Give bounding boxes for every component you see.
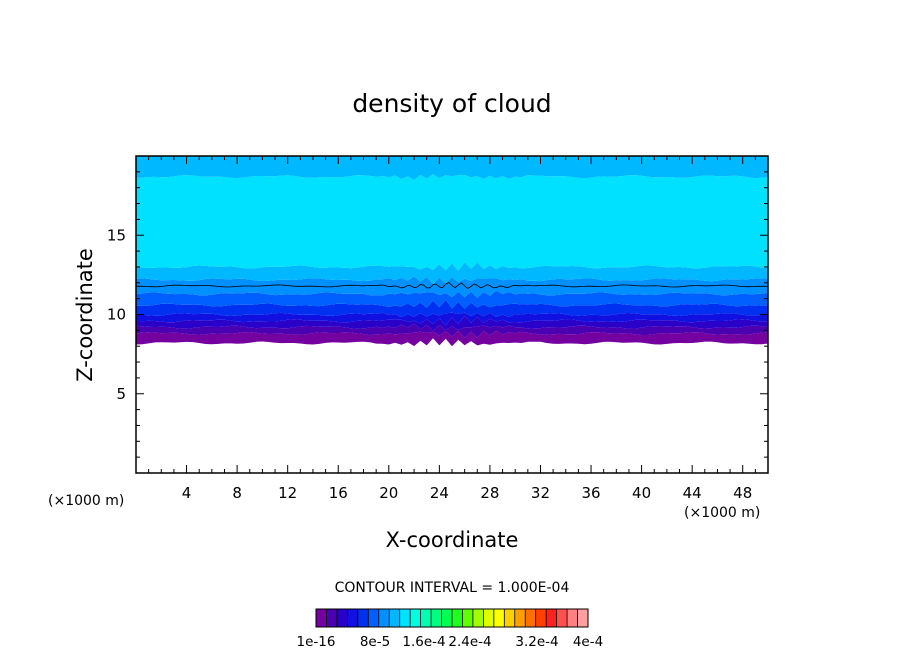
colorbar-swatch [441,609,453,627]
x-tick-label: 32 [531,484,550,502]
x-unit-right: (×1000 m) [684,505,760,521]
colorbar [315,608,589,628]
colorbar-swatch [556,609,568,627]
y-tick-label: 5 [116,385,126,403]
colorbar-frame [315,608,589,628]
contour-band [136,276,768,298]
chart-title: density of cloud [352,89,551,118]
contour-band [136,312,768,326]
colorbar-label: 4e-4 [573,634,603,650]
colorbar-label: 1e-16 [297,634,336,650]
colorbar-swatch [368,609,380,627]
x-tick-label: 44 [683,484,702,502]
colorbar-swatch [452,609,463,627]
colorbar-swatch [399,609,411,627]
colorbar-swatch [316,609,327,627]
x-tick-label: 16 [329,484,348,502]
colorbar-swatch [347,609,359,627]
colorbar-swatch [472,609,484,627]
colorbar-swatch [483,609,495,627]
colorbar-swatch [410,609,421,627]
colorbar-swatch [420,609,432,627]
colorbar-swatch [336,609,348,627]
colorbar-labels: 1e-16 8e-5 1.6e-4 2.4e-4 3.2e-4 4e-4 [297,634,604,650]
contour-band [136,262,768,284]
colorbar-label: 1.6e-4 [402,634,445,650]
colorbar-label: 2.4e-4 [448,634,491,650]
colorbar-swatch [462,609,474,627]
colorbar-label: 8e-5 [360,634,390,650]
colorbar-swatch [326,609,338,627]
contour-band [136,330,768,347]
y-axis-label: Z-coordinate [73,248,97,382]
contour-line [135,282,769,289]
x-tick-label: 36 [581,484,600,502]
x-tick-label: 24 [430,484,449,502]
x-tick-label: 4 [182,484,192,502]
colorbar-swatch [525,609,536,627]
y-tick-label: 10 [107,306,126,324]
x-tick-label: 12 [278,484,297,502]
colorbar-swatch [357,609,369,627]
colorbar-swatch [567,609,578,627]
y-tick-label: 15 [107,226,126,244]
colorbar-swatch [514,609,526,627]
x-tick-label: 8 [232,484,242,502]
contour-band [136,174,768,271]
contour-band [136,315,768,331]
contour-band [136,156,768,180]
x-tick-label: 28 [480,484,499,502]
x-tick-label: 40 [632,484,651,502]
colorbar-swatch [378,609,390,627]
x-unit-left: (×1000 m) [48,493,124,509]
contour-band [136,290,768,309]
colorbar-swatch [493,609,505,627]
colorbar-swatch [546,609,557,627]
colorbar-swatch [535,609,547,627]
colorbar-swatch [577,609,589,627]
x-tick-label: 20 [379,484,398,502]
colorbar-swatch [431,609,442,627]
colorbar-label: 3.2e-4 [515,634,558,650]
colorbar-swatch [389,609,400,627]
x-axis-label: X-coordinate [386,528,519,552]
x-tick-label: 48 [733,484,752,502]
contour-interval-text: CONTOUR INTERVAL = 1.000E-04 [335,580,570,596]
colorbar-swatch [504,609,516,627]
